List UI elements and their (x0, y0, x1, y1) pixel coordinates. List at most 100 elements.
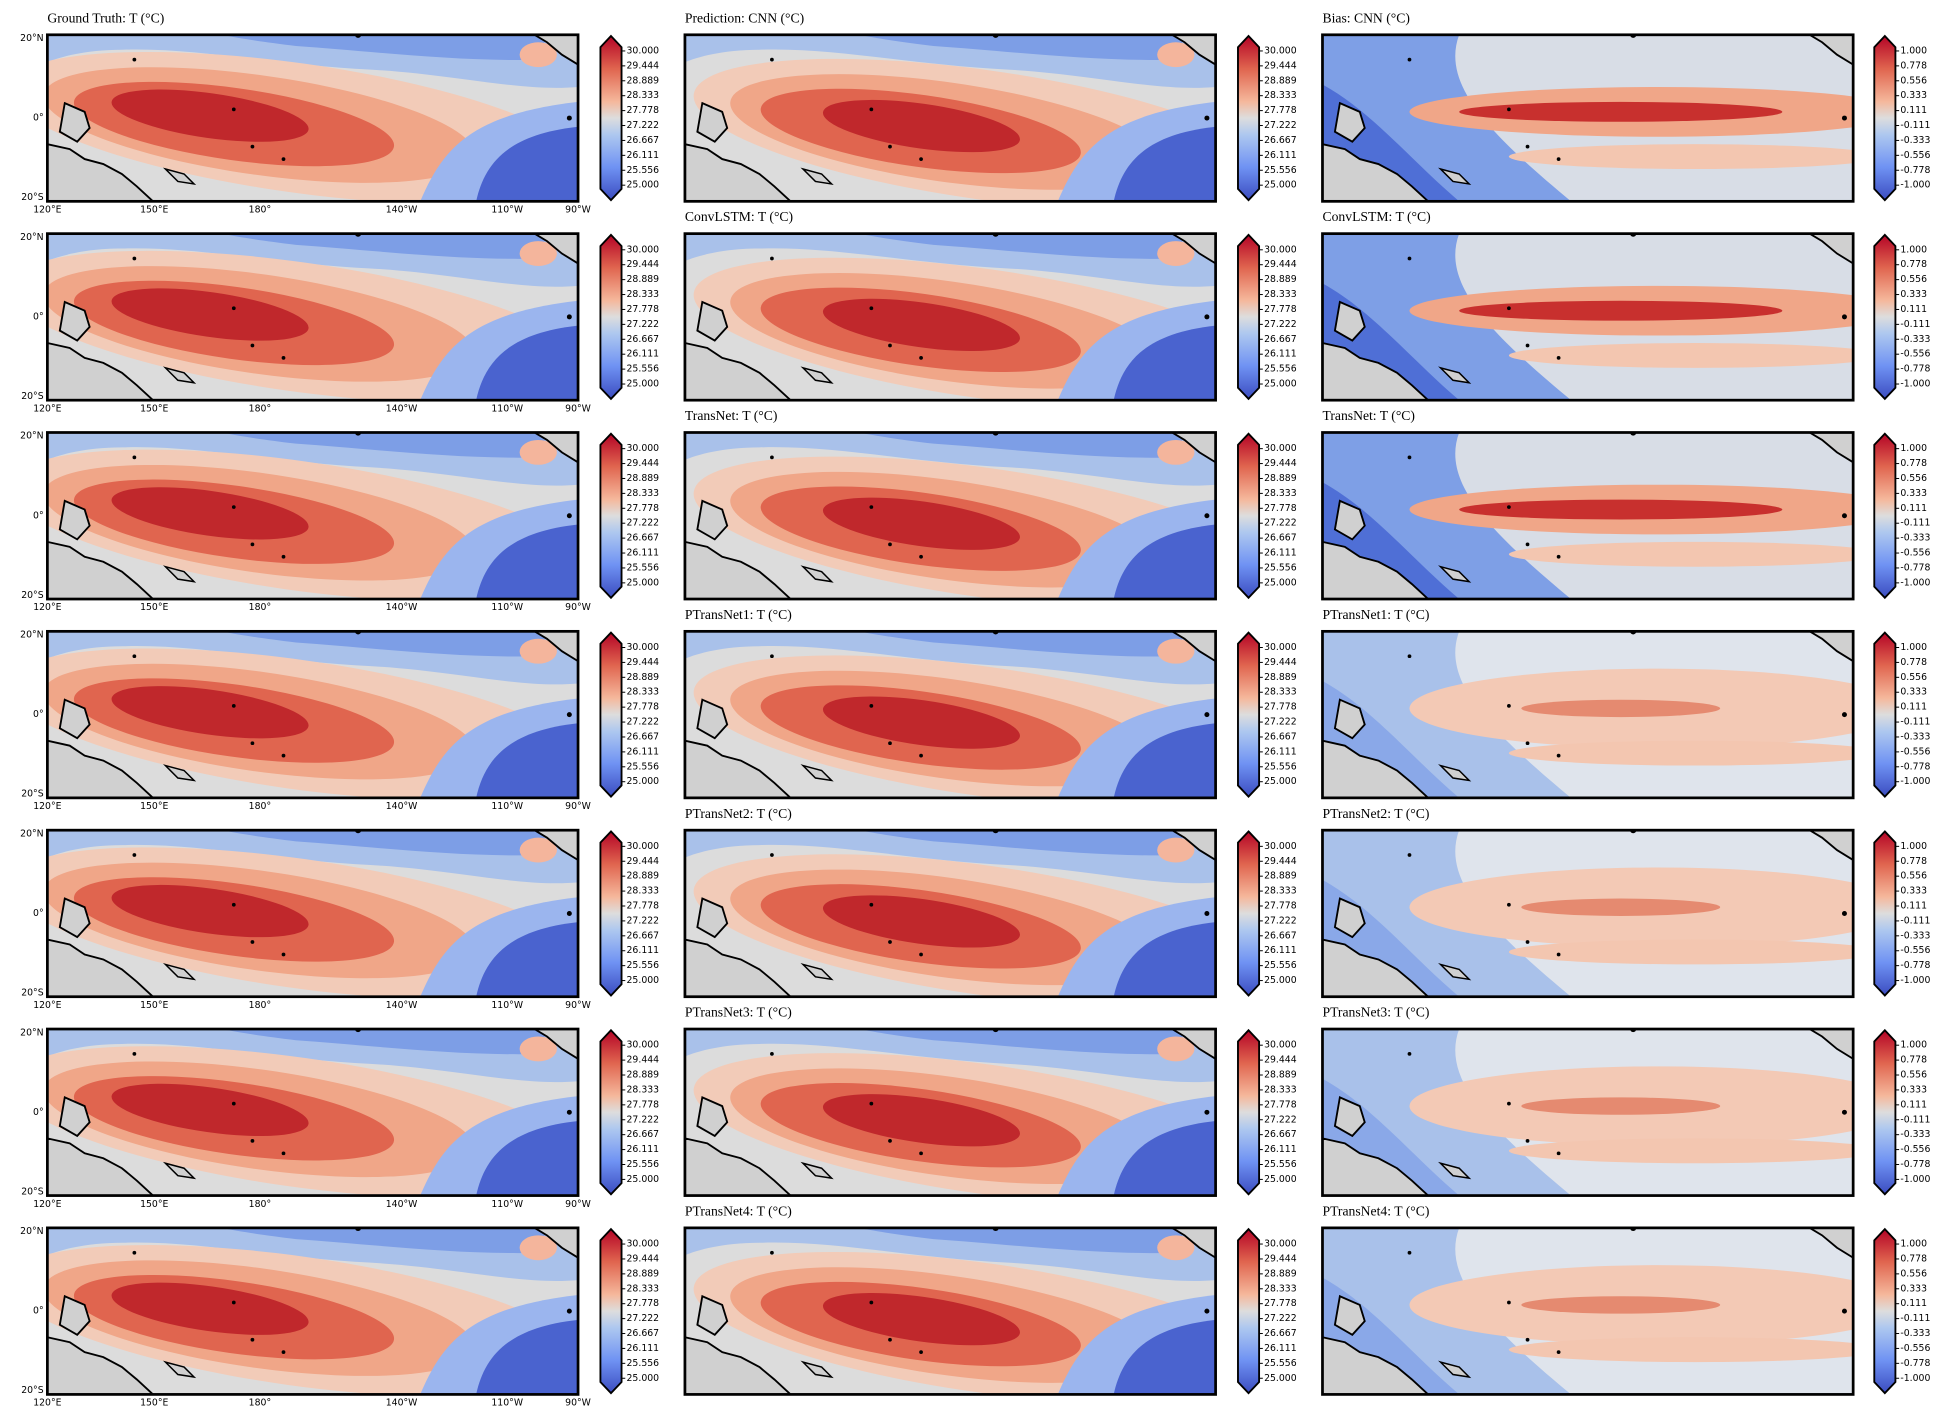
colorbar-tick-label: -1.000 (1900, 180, 1930, 191)
lon-tick-label: 140°W (386, 602, 418, 613)
colorbar-tick-label: 30.000 (627, 1239, 660, 1250)
colorbar-tick-label: 25.556 (1264, 1358, 1297, 1369)
bias-map (1322, 34, 1854, 202)
panel-title: PTransNet1: T (°C) (1322, 607, 1429, 623)
bias-map (1322, 432, 1854, 600)
map-frame (1321, 1027, 1855, 1197)
lat-tick-label: 0° (33, 510, 44, 521)
map-frame (46, 828, 580, 999)
panel-title: TransNet: T (°C) (685, 408, 777, 424)
colorbar (1237, 34, 1261, 202)
lat-tick-label: 20°S (21, 1385, 44, 1396)
lat-tick-label: 20°N (20, 232, 44, 243)
colorbar-tick-label: 0.556 (1900, 1268, 1927, 1279)
lon-tick-label: 120°E (33, 602, 61, 613)
colorbar-tick-label: 25.000 (1264, 379, 1297, 390)
colorbar-tick-label: 26.111 (1264, 548, 1297, 559)
colorbar-tick-label: 29.444 (627, 657, 660, 668)
lat-tick-label: 20°N (20, 828, 44, 839)
colorbar (1237, 631, 1261, 798)
colorbar-tick-label: 25.000 (627, 975, 660, 986)
panel-title: PTransNet2: T (°C) (685, 806, 792, 822)
colorbar-tick-label: 26.667 (627, 334, 660, 345)
colorbar-tick-label: 29.444 (627, 856, 660, 867)
colorbar-tick-label: -0.111 (1900, 518, 1930, 529)
colorbar (1237, 1227, 1261, 1395)
colorbar-tick-label: 26.111 (1264, 746, 1297, 757)
lon-tick-label: 90°W (565, 1199, 591, 1210)
colorbar-tick-label: 29.444 (1264, 657, 1297, 668)
colorbar-tick-label: 0.333 (1900, 687, 1927, 698)
colorbar-tick-label: 0.333 (1900, 289, 1927, 300)
lon-tick-label: 150°E (140, 205, 168, 216)
panel-title: TransNet: T (°C) (1322, 408, 1414, 424)
colorbar-tick-label: -0.556 (1900, 746, 1930, 757)
lon-tick-label: 90°W (565, 801, 591, 812)
colorbar-tick-label: 26.667 (1264, 334, 1297, 345)
colorbar-tick-label: 26.111 (1264, 945, 1297, 956)
colorbar-tick-label: 26.111 (627, 150, 660, 161)
prediction-map (684, 432, 1216, 600)
colorbar-tick-label: 0.111 (1900, 1099, 1927, 1110)
colorbar-tick-label: 27.778 (627, 503, 660, 514)
panel-title: PTransNet2: T (°C) (1322, 806, 1429, 822)
colorbar-tick-label: 25.000 (1264, 577, 1297, 588)
colorbar-tick-label: 0.556 (1900, 274, 1927, 285)
colorbar-tick-label: 28.889 (627, 274, 660, 285)
colorbar-tick-label: 30.000 (1264, 841, 1297, 852)
colorbar-tick-label: 27.778 (1264, 1099, 1297, 1110)
colorbar-tick-label: 28.333 (627, 289, 660, 300)
lat-tick-label: 0° (33, 311, 44, 322)
colorbar-tick-label: 25.556 (627, 562, 660, 573)
colorbar-tick-label: 28.333 (627, 687, 660, 698)
colorbar-tick-label: 28.333 (1264, 1084, 1297, 1095)
colorbar-tick-label: 25.000 (1264, 1373, 1297, 1384)
colorbar-tick-label: 25.000 (627, 577, 660, 588)
colorbar-tick-label: -0.778 (1900, 960, 1930, 971)
colorbar-tick-label: 28.889 (1264, 473, 1297, 484)
prediction-map (684, 631, 1216, 798)
colorbar (599, 1028, 623, 1196)
colorbar-tick-label: 28.889 (1264, 871, 1297, 882)
lon-tick-label: 90°W (565, 403, 591, 414)
colorbar-tick-label: 25.556 (1264, 960, 1297, 971)
lon-tick-label: 180° (249, 1398, 271, 1409)
colorbar-tick-label: 27.778 (1264, 702, 1297, 713)
prediction-map (684, 1227, 1216, 1395)
colorbar-tick-label: -1.000 (1900, 379, 1930, 390)
map-frame (46, 431, 580, 601)
colorbar-tick-label: 1.000 (1900, 1239, 1927, 1250)
colorbar-tick-label: 0.333 (1900, 886, 1927, 897)
colorbar-tick-label: -0.778 (1900, 562, 1930, 573)
lon-tick-label: 150°E (140, 1398, 168, 1409)
colorbar-tick-label: 27.778 (627, 1099, 660, 1110)
colorbar (1237, 233, 1261, 401)
colorbar-tick-label: 26.111 (1264, 1144, 1297, 1155)
colorbar-tick-label: 29.444 (1264, 1055, 1297, 1066)
colorbar-tick-label: 28.333 (627, 1084, 660, 1095)
lat-tick-label: 20°S (21, 1186, 44, 1197)
lon-tick-label: 140°W (386, 1000, 418, 1011)
colorbar-tick-label: 28.333 (1264, 90, 1297, 101)
lat-tick-label: 20°N (20, 1226, 44, 1237)
colorbar-tick-label: 26.667 (627, 1328, 660, 1339)
map-frame (683, 629, 1217, 800)
map-frame (46, 629, 580, 800)
colorbar-tick-label: -1.000 (1900, 776, 1930, 787)
colorbar-tick-label: 28.889 (1264, 1268, 1297, 1279)
colorbar-tick-label: 28.333 (1264, 488, 1297, 499)
colorbar-tick-label: 30.000 (627, 1040, 660, 1051)
colorbar-tick-label: 0.778 (1900, 259, 1927, 270)
colorbar-tick-label: 1.000 (1900, 45, 1927, 56)
colorbar-tick-label: 25.556 (627, 165, 660, 176)
colorbar (599, 233, 623, 401)
lon-tick-label: 180° (249, 602, 271, 613)
lon-tick-label: 180° (249, 801, 271, 812)
lon-tick-label: 140°W (386, 1398, 418, 1409)
colorbar-tick-label: 27.778 (627, 1298, 660, 1309)
colorbar-tick-label: 29.444 (1264, 259, 1297, 270)
colorbar-tick-label: 27.222 (1264, 1114, 1297, 1125)
colorbar-tick-label: -0.556 (1900, 1343, 1930, 1354)
colorbar-tick-label: 26.111 (1264, 150, 1297, 161)
